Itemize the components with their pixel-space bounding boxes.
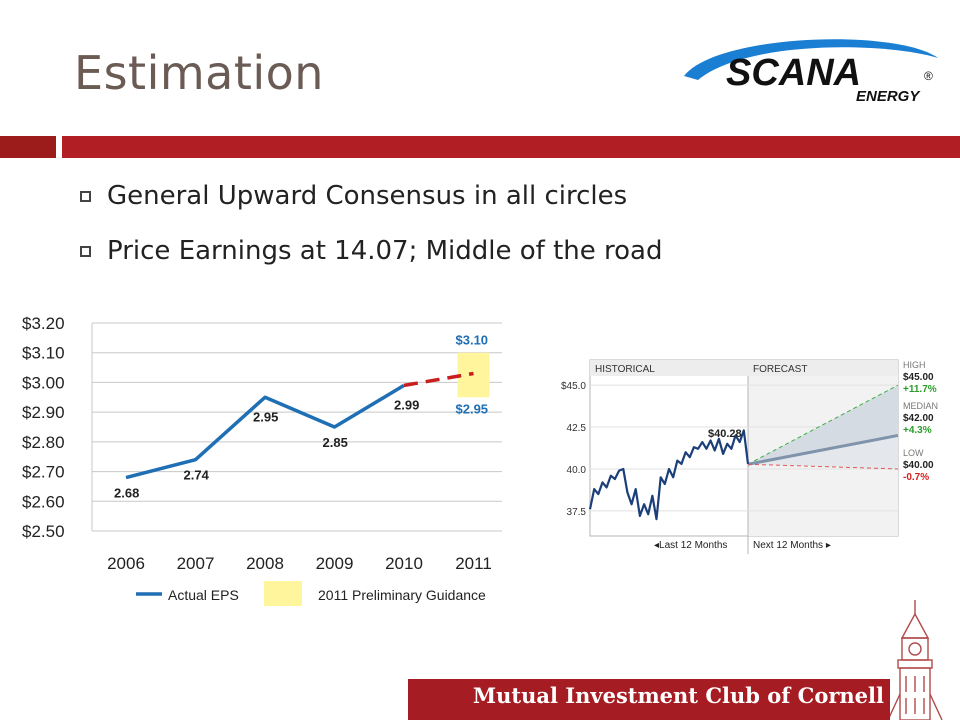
x-tick-label: 2011 (455, 554, 492, 573)
y-tick-label: $3.00 (22, 373, 65, 392)
y-tick-label: $2.80 (22, 433, 65, 452)
data-label: 2.99 (394, 397, 419, 412)
x-tick-label: 2007 (177, 554, 215, 573)
forecast-change: +11.7% (903, 384, 937, 395)
bullet-item-2: Price Earnings at 14.07; Middle of the r… (80, 236, 663, 266)
y-tick-label: 40.0 (567, 465, 587, 476)
price-forecast-chart: HISTORICAL FORECAST $45.0 42.5 40.0 37.5 $40.2… (561, 359, 938, 554)
footer-bar (408, 679, 890, 720)
guidance-high-label: $3.10 (456, 333, 489, 348)
panel-label: FORECAST (753, 364, 807, 375)
legend-swatch-guidance (264, 581, 302, 606)
square-bullet-icon (80, 190, 91, 202)
logo-word: SCANA (726, 52, 861, 94)
panel-label: HISTORICAL (595, 364, 655, 375)
x-label-last-12-months: ◂Last 12 Months (654, 540, 727, 551)
legend-label: Actual EPS (168, 587, 239, 603)
forecast-label: LOW (903, 448, 924, 458)
square-bullet-icon (80, 245, 91, 257)
divider-main (62, 136, 960, 158)
y-tick-label: $3.10 (22, 344, 65, 363)
y-tick-label: $2.70 (22, 463, 65, 482)
forecast-value: $40.00 (903, 460, 934, 471)
series-line-actual-eps (125, 383, 405, 480)
forecast-label: HIGH (903, 360, 926, 370)
data-label: 2.85 (323, 435, 348, 450)
series-line-historical-price (588, 429, 750, 521)
divider-left (0, 136, 56, 158)
logo-registered: ® (924, 69, 933, 83)
forecast-value: $45.00 (903, 372, 934, 383)
forecast-median-line (747, 433, 899, 466)
bullet-item-1: General Upward Consensus in all circles (80, 181, 627, 211)
x-tick-label: 2008 (246, 554, 284, 573)
data-label: 2.74 (184, 468, 210, 483)
y-tick-label: $45.0 (561, 381, 586, 392)
data-label: 2.68 (114, 486, 139, 501)
page-title: Estimation (74, 46, 324, 100)
clock-tower-illustration (887, 600, 943, 720)
forecast-change: +4.3% (903, 425, 932, 436)
data-label: 2.95 (253, 409, 278, 424)
y-tick-label: $2.50 (22, 522, 65, 541)
x-tick-label: 2006 (107, 554, 145, 573)
forecast-value: $42.00 (903, 413, 934, 424)
forecast-change: -0.7% (903, 472, 929, 483)
bullet-text: General Upward Consensus in all circles (107, 181, 628, 211)
y-tick-label: $2.90 (22, 403, 65, 422)
panel-header (590, 360, 898, 376)
y-tick-label: 37.5 (567, 507, 587, 518)
eps-chart: $3.20 $3.10 $3.00 $2.90 $2.80 $2.70 $2.60 $2.50… (22, 314, 502, 606)
scana-logo: SCANA ® ENERGY (684, 39, 938, 105)
x-tick-label: 2010 (385, 554, 423, 573)
forecast-high-line (747, 384, 899, 465)
y-tick-label: $3.20 (22, 314, 65, 333)
guidance-low-label: $2.95 (456, 401, 489, 416)
logo-sub: ENERGY (856, 88, 921, 105)
projection-line (403, 371, 474, 388)
x-label-next-12-months: Next 12 Months ▸ (753, 540, 831, 551)
footer-text: Mutual Investment Club of Cornell (472, 683, 884, 708)
legend-label: 2011 Preliminary Guidance (318, 587, 486, 603)
current-price-label: $40.28 (708, 428, 742, 440)
bullet-text: Price Earnings at 14.07; Middle of the r… (107, 236, 663, 266)
x-tick-label: 2009 (316, 554, 354, 573)
y-tick-label: $2.60 (22, 492, 65, 511)
y-tick-label: 42.5 (567, 423, 587, 434)
forecast-label: MEDIAN (903, 401, 938, 411)
logo-swoosh (684, 39, 938, 80)
